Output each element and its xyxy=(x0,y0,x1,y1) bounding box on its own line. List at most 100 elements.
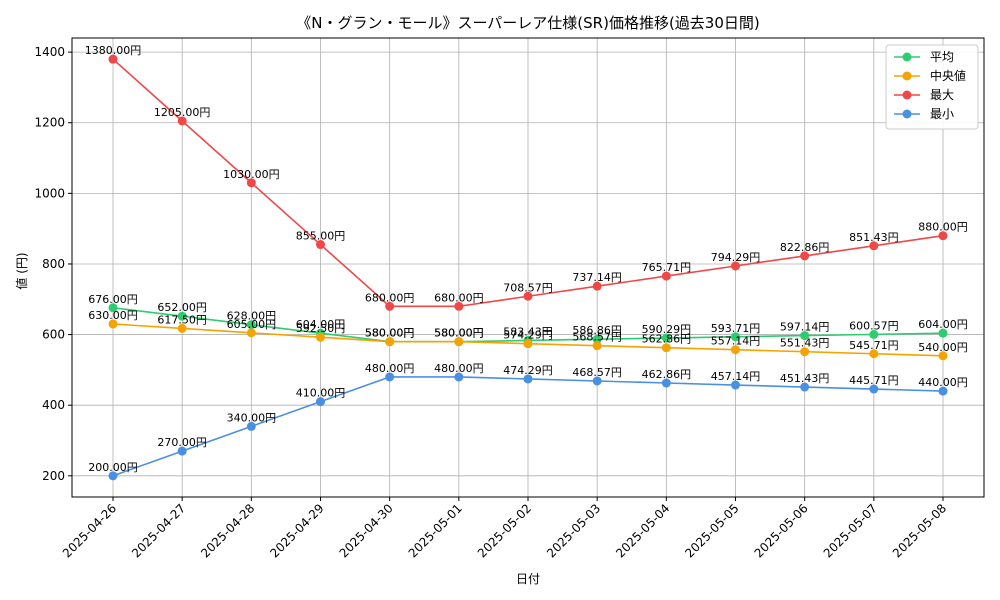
data-label: 604.00円 xyxy=(918,318,968,331)
x-tick-label: 2025-05-07 xyxy=(821,501,880,560)
data-point xyxy=(246,178,256,188)
data-point xyxy=(108,471,118,481)
data-label: 628.00円 xyxy=(227,310,277,323)
data-label: 568.57円 xyxy=(572,331,622,344)
data-point xyxy=(869,384,879,394)
data-point xyxy=(523,374,533,384)
data-label: 593.71円 xyxy=(711,322,761,335)
x-tick-label: 2025-05-05 xyxy=(682,501,741,560)
data-point xyxy=(731,332,740,342)
data-point xyxy=(938,231,948,241)
data-label: 551.43円 xyxy=(780,337,830,350)
data-label: 605.00円 xyxy=(227,318,277,331)
data-label: 586.86円 xyxy=(572,324,622,337)
data-label: 540.00円 xyxy=(918,341,968,354)
data-point xyxy=(661,271,671,281)
legend-label: 最大 xyxy=(930,88,954,102)
data-label: 462.86円 xyxy=(642,368,692,381)
y-tick-label: 1200 xyxy=(34,116,65,130)
data-label: 557.14円 xyxy=(711,335,761,348)
data-point xyxy=(731,380,740,390)
data-point xyxy=(385,337,395,347)
data-label: 445.71円 xyxy=(849,374,899,387)
data-label: 410.00円 xyxy=(296,387,346,400)
data-label: 592.50円 xyxy=(296,322,346,335)
x-tick-label: 2025-04-27 xyxy=(129,501,188,560)
data-point xyxy=(246,328,256,338)
data-label: 580.00円 xyxy=(365,327,415,340)
x-tick-label: 2025-05-06 xyxy=(752,501,811,560)
x-tick-label: 2025-04-30 xyxy=(337,501,396,560)
data-point xyxy=(316,240,325,250)
data-point xyxy=(108,54,118,64)
data-label: 580.00円 xyxy=(434,327,484,340)
data-label: 680.00円 xyxy=(365,291,415,304)
data-point xyxy=(523,339,533,349)
data-point xyxy=(938,386,948,396)
x-tick-label: 2025-04-26 xyxy=(60,501,119,560)
data-label: 440.00円 xyxy=(918,376,968,389)
data-point xyxy=(661,343,671,353)
data-point xyxy=(938,351,948,361)
data-label: 765.71円 xyxy=(642,261,692,274)
data-point xyxy=(800,251,810,261)
data-label: 457.14円 xyxy=(711,370,761,383)
data-label: 851.43円 xyxy=(849,231,899,244)
chart-title: 《N・グラン・モール》スーパーレア仕様(SR)価格推移(過去30日間) xyxy=(296,14,760,32)
data-label: 340.00円 xyxy=(227,411,277,424)
data-label: 600.57円 xyxy=(849,319,899,332)
data-labels: 676.00円 652.00円 628.00円 604.00円 580.00円 580.0… xyxy=(85,44,968,474)
data-point xyxy=(246,320,256,330)
data-label: 855.00円 xyxy=(296,230,346,243)
data-point xyxy=(661,378,671,388)
data-point xyxy=(869,349,879,359)
data-label: 574.29円 xyxy=(503,329,553,342)
legend-marker xyxy=(902,52,912,62)
data-point xyxy=(316,397,325,407)
data-label: 590.29円 xyxy=(642,323,692,336)
y-axis-label: 値 (円) xyxy=(14,252,29,289)
data-point xyxy=(177,116,187,126)
data-label: 680.00円 xyxy=(434,291,484,304)
data-point xyxy=(108,319,118,329)
x-tick-label: 2025-05-08 xyxy=(890,501,949,560)
data-point xyxy=(108,303,118,313)
data-point xyxy=(177,323,187,333)
data-label: 597.14円 xyxy=(780,321,830,334)
data-label: 652.00円 xyxy=(157,301,207,314)
data-point xyxy=(869,241,879,251)
data-label: 1030.00円 xyxy=(223,168,280,181)
data-point xyxy=(800,331,810,341)
data-point xyxy=(246,421,256,431)
data-label: 451.43円 xyxy=(780,372,830,385)
data-label: 200.00円 xyxy=(88,461,138,474)
data-point xyxy=(869,329,879,339)
y-tick-label: 1000 xyxy=(34,186,65,200)
data-label: 480.00円 xyxy=(434,362,484,375)
data-label: 562.86円 xyxy=(642,333,692,346)
data-label: 617.50円 xyxy=(157,313,207,326)
legend-label: 平均 xyxy=(930,50,954,64)
y-tick-label: 600 xyxy=(42,328,65,342)
data-point xyxy=(731,261,740,271)
data-label: 1380.00円 xyxy=(85,44,142,57)
legend-marker xyxy=(902,109,912,119)
data-point xyxy=(800,382,810,392)
data-label: 630.00円 xyxy=(88,309,138,322)
legend-marker xyxy=(902,71,912,81)
grid-lines xyxy=(72,38,984,497)
data-label: 708.57円 xyxy=(503,281,553,294)
y-tick-label: 200 xyxy=(42,469,65,483)
data-label: 604.00円 xyxy=(296,318,346,331)
x-tick-label: 2025-05-03 xyxy=(544,501,603,560)
data-point xyxy=(385,301,395,311)
legend-label: 中央値 xyxy=(930,68,966,83)
x-tick-label: 2025-05-04 xyxy=(613,501,672,560)
data-point xyxy=(454,301,464,311)
data-point xyxy=(592,281,602,291)
data-label: 545.71円 xyxy=(849,339,899,352)
data-label: 468.57円 xyxy=(572,366,622,379)
data-point xyxy=(523,291,533,301)
